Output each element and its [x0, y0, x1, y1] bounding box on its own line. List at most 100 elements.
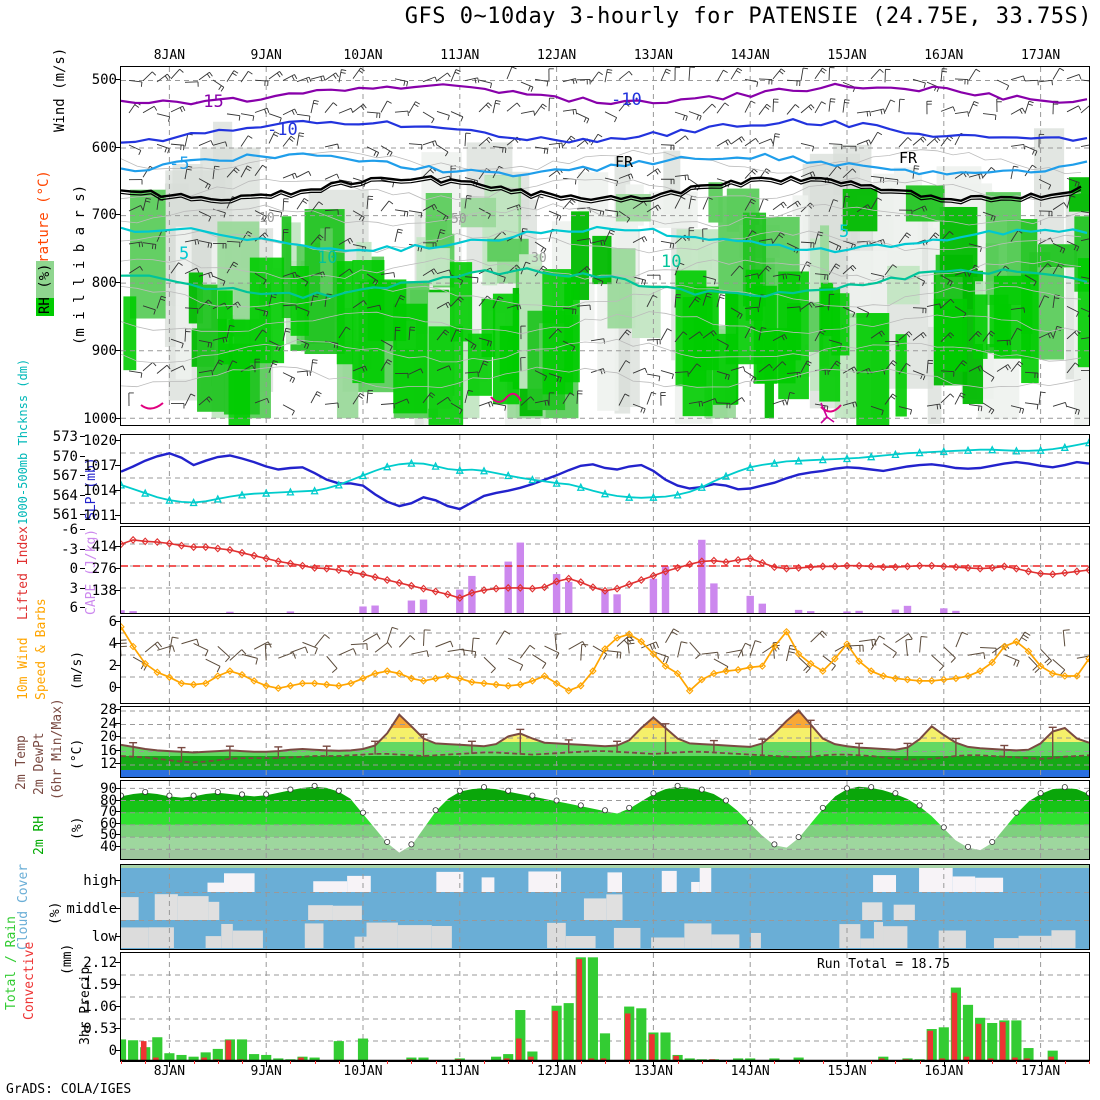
thickness-marker — [988, 445, 997, 454]
precip-total-bar — [527, 1051, 538, 1061]
thickness-marker — [891, 449, 900, 459]
li-marker — [613, 584, 621, 593]
ylabel-precip-0: 2.12 — [83, 955, 117, 971]
precip-total-bar — [406, 1057, 417, 1061]
wind10m-marker — [540, 672, 549, 680]
date-tick-top-11jan: 11JAN — [440, 48, 480, 63]
li-marker — [177, 541, 186, 550]
li-marker — [577, 578, 585, 587]
rh2m-marker — [263, 791, 270, 798]
wind10m-marker — [492, 680, 500, 689]
wind10m-marker — [407, 674, 416, 683]
freezing-level-label: FR — [615, 153, 634, 171]
ylabel-total-rain: Total / Rain — [4, 916, 19, 1010]
li-marker — [395, 578, 404, 587]
ylabel-li-0: 0 — [69, 561, 78, 577]
wind10m-marker — [189, 680, 198, 689]
cloud-cover-block — [347, 875, 371, 892]
thickness-marker — [939, 446, 948, 456]
li-marker — [492, 584, 500, 593]
ylabel-convective: Convective — [22, 941, 37, 1020]
time-tick — [1089, 1061, 1090, 1064]
precip-total-bar — [333, 1041, 344, 1061]
tick-mark — [115, 282, 120, 284]
tick-mark — [115, 643, 120, 644]
rh2m-marker — [359, 809, 366, 816]
li-marker — [637, 576, 646, 585]
precip-convective-bar — [1012, 1057, 1018, 1061]
ylabel-cloud-low: low — [91, 929, 117, 945]
ylabel-slp-1011: 1011 — [83, 508, 117, 524]
li-marker — [298, 561, 307, 570]
wind10m-marker — [819, 667, 827, 675]
freezing-level-label: FR — [899, 149, 918, 167]
ylabel-thickness-561: 561 — [52, 507, 78, 523]
wind10m-marker — [214, 672, 222, 680]
li-marker — [165, 539, 174, 548]
rh2m-marker — [142, 788, 149, 795]
time-tick — [435, 1061, 437, 1064]
contour-zero — [121, 175, 1082, 202]
panel-upper-air: -15 -10 -10 -5 5 10 10 5 10 50 30 FR FR — [120, 66, 1090, 426]
time-tick — [871, 1061, 873, 1064]
time-tick — [145, 1061, 147, 1064]
time-tick — [338, 1061, 340, 1064]
contour-zero-inner — [121, 178, 1082, 205]
wind10m-marker — [964, 672, 972, 680]
time-tick — [556, 1061, 558, 1067]
ylabel-pressure-600: 600 — [91, 139, 117, 156]
wind10m-marker — [552, 679, 561, 688]
time-tick — [266, 1061, 268, 1067]
cape-bar — [661, 566, 670, 613]
precip-convective-bar — [552, 1010, 558, 1061]
rh2m-marker — [626, 804, 633, 811]
ylabel-precip-3: 0.53 — [83, 1021, 117, 1037]
precip-convective-bar — [1048, 1056, 1055, 1061]
cloud-cover-block — [221, 923, 233, 948]
rh-contour — [121, 366, 1082, 389]
cloud-cover-block — [154, 894, 178, 920]
li-marker — [371, 573, 379, 582]
li-marker — [952, 563, 960, 572]
thickness-marker — [165, 495, 174, 504]
precip-total-bar — [987, 1022, 998, 1061]
cloud-cover-block — [583, 898, 607, 920]
li-marker — [879, 563, 888, 572]
precip-total-bar — [503, 1054, 514, 1061]
precip-total-bar — [164, 1053, 175, 1061]
precip-convective-bar — [1000, 1022, 1006, 1061]
wind10m-marker — [685, 686, 694, 695]
cape-bar — [843, 611, 851, 613]
rh-contour — [121, 203, 1082, 228]
thickness-marker — [1084, 438, 1089, 447]
li-marker — [540, 583, 549, 592]
wind10m-marker — [121, 623, 125, 631]
cape-bar — [121, 610, 125, 613]
wind10m-marker — [710, 669, 718, 678]
thickness-marker — [121, 480, 126, 489]
wind10m-marker — [250, 677, 258, 685]
time-tick — [314, 1061, 316, 1064]
thickness-marker — [407, 458, 416, 467]
wind10m-marker — [625, 630, 633, 638]
cape-bar — [419, 599, 428, 613]
wind10m-marker — [419, 677, 428, 685]
wind10m-marker — [661, 662, 670, 670]
date-tick-bottom-12jan: 12JAN — [537, 1064, 577, 1079]
ylabel-rh-40: 40 — [100, 838, 117, 855]
time-tick — [919, 1061, 921, 1064]
li-marker — [189, 543, 198, 552]
precip-total-bar — [660, 1032, 671, 1061]
cloud-cover-block — [691, 881, 700, 892]
wind10m-marker — [855, 657, 863, 666]
rh2m-marker — [916, 802, 923, 809]
tick-mark — [115, 799, 120, 801]
li-marker — [1061, 568, 1069, 577]
precip-total-bar — [563, 1003, 574, 1061]
rh2m-marker — [965, 843, 972, 850]
contour-label-5: 5 — [179, 244, 189, 264]
ylabel-precip-units: (mm) — [60, 943, 75, 975]
cloud-cover-block — [975, 877, 1004, 892]
li-marker — [310, 563, 319, 572]
tick-mark — [115, 78, 120, 80]
